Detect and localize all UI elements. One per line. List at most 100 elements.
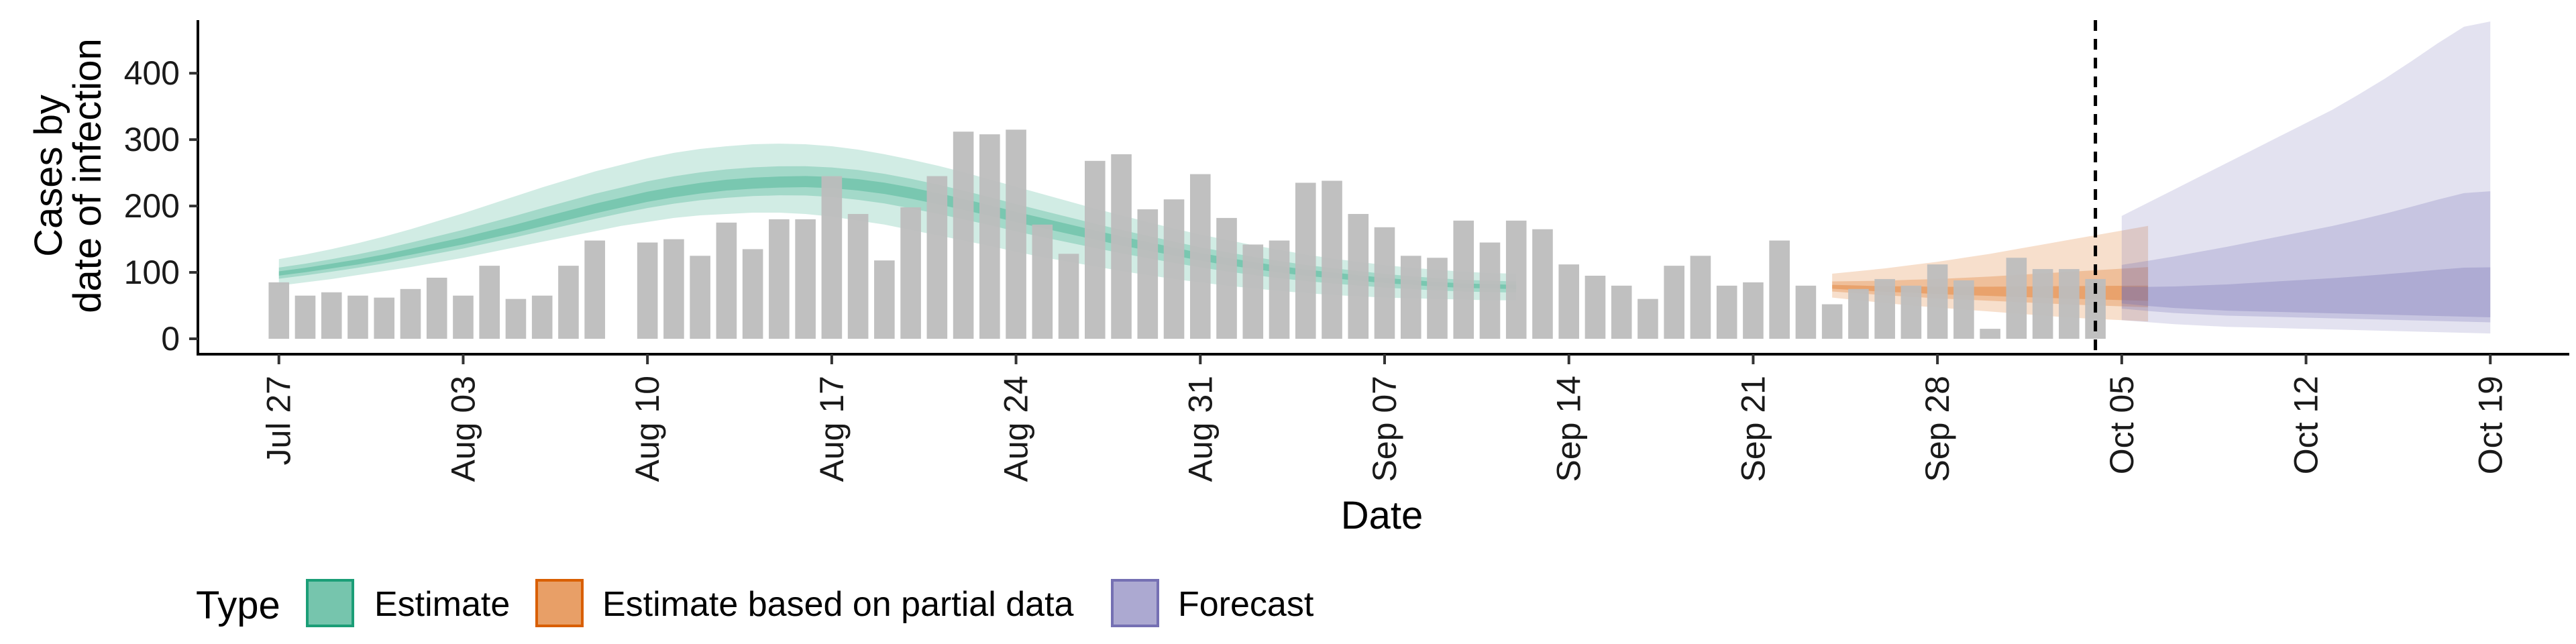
bar (637, 242, 658, 339)
bar (795, 219, 816, 339)
bar (926, 176, 948, 339)
bar (584, 240, 605, 339)
bar (742, 249, 763, 339)
bar (479, 266, 500, 339)
bar (663, 239, 684, 339)
bar (1558, 264, 1580, 339)
bar (453, 295, 474, 339)
legend-label-partial: Estimate based on partial data (602, 585, 1074, 624)
bar (1242, 244, 1264, 339)
bar (1189, 174, 1211, 339)
bar (1427, 258, 1448, 339)
x-tick-label: Sep 07 (1366, 376, 1403, 482)
bar (1795, 285, 1817, 339)
bar (268, 282, 290, 339)
bar (1453, 220, 1474, 339)
bar (1821, 304, 1843, 339)
x-tick-label: Sep 21 (1734, 376, 1772, 482)
bar (1322, 180, 1342, 339)
forecast-band-20 (2121, 267, 2491, 317)
bar (1743, 282, 1764, 339)
bar (769, 219, 790, 339)
x-ticks: Jul 27 Aug 03 Aug 10 Aug 17 Aug 24 Aug 31 Sep … (260, 354, 2509, 482)
bar (426, 277, 447, 339)
x-tick-label: Aug 10 (629, 376, 666, 482)
x-tick-label: Oct 19 (2471, 376, 2509, 474)
bar (1111, 154, 1132, 339)
bar (1690, 256, 1711, 339)
bar (1611, 285, 1632, 339)
bar (1006, 129, 1026, 339)
legend-title: Type (196, 584, 280, 627)
bar (294, 295, 316, 339)
x-tick-label: Sep 28 (1919, 376, 1956, 482)
bar (1058, 254, 1079, 339)
x-tick-label: Aug 03 (444, 376, 482, 482)
bar (690, 256, 710, 339)
x-tick-label: Aug 24 (998, 376, 1035, 482)
x-tick-label: Oct 05 (2103, 376, 2141, 474)
bar (874, 260, 895, 339)
legend-key-forecast (1111, 579, 1159, 627)
bar (2006, 258, 2027, 339)
bar (1479, 242, 1501, 339)
bar (716, 222, 737, 339)
bar (1927, 264, 1948, 339)
bar (1400, 256, 1421, 339)
y-axis-title-line2: date of infection (66, 38, 109, 313)
bar (1769, 240, 1790, 339)
bar (1085, 160, 1106, 339)
bar (531, 295, 553, 339)
bar (1953, 280, 1974, 339)
bar (400, 288, 421, 339)
bar (979, 134, 1000, 339)
y-tick-label: 100 (124, 254, 180, 291)
bar (505, 299, 527, 339)
x-tick-label: Oct 12 (2288, 376, 2325, 474)
y-tick-label: 200 (124, 187, 180, 225)
bar (1295, 182, 1316, 339)
x-tick-label: Aug 17 (813, 376, 851, 482)
bar (1269, 240, 1290, 339)
bar (1638, 299, 1658, 339)
bar (1374, 227, 1395, 339)
bar (1216, 217, 1237, 339)
y-axis-title-line1: Cases by (27, 95, 70, 257)
bar (321, 292, 342, 339)
y-tick-label: 300 (124, 121, 180, 158)
bar-layer (268, 129, 2106, 339)
bar (1137, 209, 1159, 339)
bar (1874, 278, 1895, 339)
y-ticks: 0 100 200 300 400 (124, 54, 198, 358)
legend: Type Estimate Estimate based on partial … (196, 579, 1314, 627)
bar (1585, 275, 1606, 339)
bar (1848, 288, 1869, 339)
bar (2059, 269, 2080, 339)
legend-key-estimate (306, 579, 354, 627)
bar (847, 213, 869, 339)
forecast-band-90 (2121, 21, 2491, 334)
bar (347, 295, 368, 339)
x-tick-label: Sep 14 (1550, 376, 1588, 482)
bar (1348, 213, 1369, 339)
legend-label-forecast: Forecast (1178, 585, 1314, 624)
x-tick-label: Jul 27 (260, 376, 298, 465)
x-axis-title: Date (1341, 494, 1424, 537)
bar (1900, 285, 1922, 339)
bar (1664, 266, 1684, 339)
bar (900, 207, 921, 339)
bar (2032, 269, 2053, 339)
bar (1163, 199, 1185, 339)
bar (1716, 285, 1737, 339)
bar (821, 176, 843, 339)
legend-label-estimate: Estimate (374, 585, 510, 624)
bar (374, 297, 395, 339)
y-tick-label: 400 (124, 54, 180, 92)
bar (1532, 229, 1553, 339)
bar (953, 131, 974, 339)
bar (1505, 220, 1527, 339)
forecast-band-50 (2121, 191, 2491, 323)
bar (558, 266, 579, 339)
x-tick-label: Aug 31 (1181, 376, 1219, 482)
